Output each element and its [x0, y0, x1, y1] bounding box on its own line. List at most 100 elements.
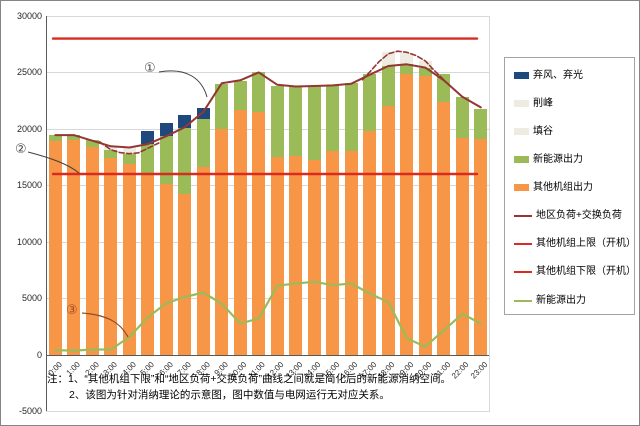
bar-segment-新能源出力 — [48, 135, 62, 142]
bar-segment-其他机组出力 — [400, 74, 414, 355]
bar-segment-新能源出力 — [400, 64, 414, 75]
legend-label: 其他机组出力 — [533, 182, 593, 194]
bar-segment-弃风、弃光 — [141, 131, 155, 145]
bar-segment-其他机组出力 — [122, 163, 136, 355]
bar-segment-新能源出力 — [67, 134, 81, 141]
legend-swatch-bar — [514, 100, 529, 108]
legend-item-地区负荷+交换负荷: 地区负荷+交换负荷 — [514, 210, 631, 222]
y-tick-label: 30000 — [16, 11, 42, 21]
footnotes: 注：1、“其他机组下限”和“地区负荷+交换负荷”曲线之间就是简化后的新能源消纳空… — [47, 372, 451, 404]
y-tick-label: 25000 — [16, 67, 42, 78]
line-新能源出力 — [54, 280, 482, 352]
bar-segment-其他机组出力 — [48, 141, 62, 355]
bar-segment-其他机组出力 — [196, 167, 210, 355]
bar-segment-新能源出力 — [159, 135, 173, 185]
footnote-line-2: 2、该图为针对消纳理论的示意图，图中数值与电网运行无对应关系。 — [69, 388, 390, 401]
footnote-line-1: 注：1、“其他机组下限”和“地区负荷+交换负荷”曲线之间就是简化后的新能源消纳空… — [47, 373, 451, 385]
y-tick-label: 15000 — [16, 180, 42, 191]
bar-segment-新能源出力 — [196, 119, 210, 168]
bar-segment-其他机组出力 — [418, 75, 432, 355]
bar-segment-填谷 — [104, 146, 118, 150]
y-axis-line — [46, 16, 47, 411]
legend-item-新能源出力: 新能源出力 — [514, 295, 631, 307]
legend-swatch-bar — [514, 156, 529, 164]
bar-segment-新能源出力 — [344, 82, 358, 151]
bar-segment-新能源出力 — [437, 73, 451, 102]
bar-segment-弃风、弃光 — [159, 122, 173, 136]
bar-segment-新能源出力 — [85, 139, 99, 147]
bar-segment-其他机组出力 — [455, 138, 469, 355]
legend-label: 填谷 — [533, 126, 553, 138]
legend-item-填谷: 填谷 — [514, 126, 631, 138]
bar-segment-其他机组出力 — [381, 106, 395, 355]
bar-segment-新能源出力 — [178, 127, 192, 195]
legend-label: 削峰 — [533, 98, 553, 110]
y-tick-label: -5000 — [18, 406, 42, 416]
legend-label: 弃风、弃光 — [533, 70, 583, 81]
legend-swatch-line — [514, 299, 532, 302]
legend-label: 新能源出力 — [533, 154, 583, 166]
legend-swatch-line — [514, 243, 532, 246]
y-tick-label: 0 — [36, 349, 42, 360]
annotation-2-circled-number: ② — [15, 141, 27, 156]
bar-segment-新能源出力 — [363, 73, 377, 132]
plot-area: 0:00 1:00 2:00 3:00 4:00 5:00 6:00 7:00 8:00 9:00… — [46, 16, 490, 412]
annotation-1-circled-number: ① — [144, 60, 156, 75]
bar-segment-新能源出力 — [270, 85, 284, 158]
bar-segment-其他机组出力 — [474, 139, 488, 355]
legend-swatch-bar — [514, 128, 529, 136]
bar-segment-新能源出力 — [455, 96, 469, 139]
bar-segment-其他机组出力 — [178, 194, 192, 355]
legend-label: 其他机组上限（开机） — [536, 238, 636, 250]
x-axis-line — [46, 354, 490, 356]
bar-segment-弃风、弃光 — [196, 107, 210, 120]
bar-segment-其他机组出力 — [344, 150, 358, 355]
legend-label: 新能源出力 — [536, 294, 586, 306]
gridline-25000 — [46, 72, 490, 74]
bar-segment-其他机组出力 — [104, 158, 118, 355]
bar-segment-其他机组出力 — [67, 140, 81, 355]
gridline--5000 — [46, 411, 490, 412]
legend-item-弃风、弃光: 弃风、弃光 — [514, 70, 631, 82]
legend-swatch-bar — [514, 72, 529, 79]
y-tick-label: 10000 — [16, 236, 42, 247]
legend-item-其他机组出力: 其他机组出力 — [514, 182, 631, 194]
legend: 弃风、弃光 削峰 填谷 新能源出力 其他机组出力 地区负荷+交换负荷 其他机组上限（开机）其… — [504, 57, 636, 315]
bar-segment-其他机组出力 — [85, 146, 99, 355]
line-load-dashed-2 — [361, 50, 445, 81]
legend-swatch-bar — [514, 184, 529, 192]
line-load-dashed-1 — [98, 141, 160, 155]
legend-swatch-line — [514, 215, 532, 218]
bar-segment-新能源出力 — [326, 84, 340, 152]
bar-segment-新能源出力 — [141, 144, 155, 173]
legend-item-其他机组下限（开机）: 其他机组下限（开机） — [514, 266, 636, 278]
bar-segment-新能源出力 — [474, 108, 488, 139]
bar-segment-其他机组出力 — [159, 184, 173, 355]
legend-swatch-line — [514, 271, 532, 274]
bar-segment-其他机组出力 — [141, 172, 155, 355]
y-tick-label: 20000 — [16, 123, 42, 134]
bar-segment-填谷 — [122, 147, 136, 154]
bar-segment-削峰 — [418, 61, 432, 68]
bar-segment-其他机组出力 — [437, 101, 451, 355]
bar-segment-其他机组出力 — [215, 128, 229, 355]
gridline-10000 — [46, 241, 490, 243]
legend-label: 地区负荷+交换负荷 — [536, 210, 622, 222]
bar-segment-其他机组出力 — [363, 131, 377, 355]
bar-segment-新能源出力 — [122, 153, 136, 164]
gridline-5000 — [46, 298, 490, 300]
bar-segment-新能源出力 — [307, 85, 321, 161]
legend-item-削峰: 削峰 — [514, 98, 631, 110]
bar-segment-削峰 — [400, 52, 414, 65]
bar-segment-新能源出力 — [215, 83, 229, 129]
legend-label: 其他机组下限（开机） — [536, 266, 636, 278]
bar-segment-新能源出力 — [381, 65, 395, 107]
bar-segment-新能源出力 — [289, 85, 303, 156]
bar-segment-新能源出力 — [233, 80, 247, 111]
gridline-30000 — [46, 16, 490, 17]
bar-segment-新能源出力 — [418, 67, 432, 76]
bar-segment-其他机组出力 — [270, 157, 284, 355]
bar-segment-新能源出力 — [104, 149, 118, 159]
bar-segment-其他机组出力 — [233, 110, 247, 355]
